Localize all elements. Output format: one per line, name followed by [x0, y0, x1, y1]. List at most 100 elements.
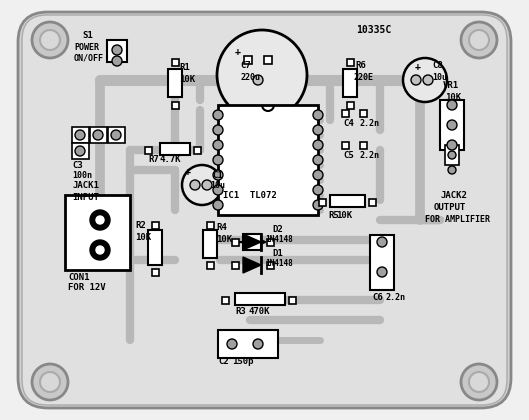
Bar — [194, 147, 200, 153]
Text: ON/OFF: ON/OFF — [74, 53, 104, 63]
Bar — [346, 102, 353, 108]
Text: 2.2n: 2.2n — [385, 292, 405, 302]
Text: 100n: 100n — [72, 171, 92, 179]
Text: +: + — [185, 167, 191, 177]
Circle shape — [202, 180, 212, 190]
Bar — [342, 142, 349, 149]
Circle shape — [190, 180, 200, 190]
Text: 10u: 10u — [432, 73, 447, 81]
Text: R7: R7 — [148, 155, 159, 165]
Bar — [218, 330, 278, 358]
Bar — [318, 199, 325, 205]
Circle shape — [313, 170, 323, 180]
Circle shape — [75, 146, 85, 156]
Text: 1N4148: 1N4148 — [265, 258, 293, 268]
Text: R5: R5 — [328, 210, 339, 220]
Circle shape — [213, 155, 223, 165]
Bar — [65, 195, 130, 270]
Bar — [370, 235, 394, 290]
Bar — [171, 58, 178, 66]
Text: R1: R1 — [179, 63, 190, 73]
Bar — [232, 262, 239, 268]
Text: +: + — [235, 47, 241, 57]
Circle shape — [96, 246, 104, 254]
Polygon shape — [243, 234, 261, 250]
Text: D1: D1 — [272, 249, 282, 257]
Circle shape — [90, 240, 110, 260]
Bar — [369, 199, 376, 205]
Bar — [108, 127, 125, 143]
Text: 10K: 10K — [445, 92, 461, 102]
Text: C7: C7 — [240, 60, 251, 69]
Bar — [342, 110, 349, 116]
Text: 1N4148: 1N4148 — [265, 236, 293, 244]
Text: FOR AMPLIFIER: FOR AMPLIFIER — [425, 215, 490, 223]
Text: C8: C8 — [432, 60, 443, 69]
Circle shape — [213, 185, 223, 195]
Circle shape — [313, 110, 323, 120]
Circle shape — [448, 151, 456, 159]
Circle shape — [313, 200, 323, 210]
Circle shape — [377, 237, 387, 247]
Bar — [160, 143, 190, 155]
Text: IC1  TL072: IC1 TL072 — [223, 191, 277, 200]
Bar — [244, 56, 252, 64]
Text: 10K: 10K — [216, 236, 232, 244]
Circle shape — [313, 185, 323, 195]
Bar — [203, 230, 217, 258]
Bar — [72, 127, 89, 143]
Circle shape — [40, 372, 60, 392]
Bar — [264, 56, 272, 64]
Text: C2: C2 — [218, 357, 229, 367]
Circle shape — [227, 339, 237, 349]
Circle shape — [469, 30, 489, 50]
Bar — [90, 127, 107, 143]
Text: INPUT: INPUT — [72, 192, 99, 202]
Text: 220E: 220E — [353, 74, 373, 82]
Bar — [343, 69, 357, 97]
Text: 470K: 470K — [248, 307, 269, 317]
Circle shape — [213, 110, 223, 120]
Circle shape — [448, 166, 456, 174]
Circle shape — [447, 120, 457, 130]
Text: C6: C6 — [372, 292, 383, 302]
Text: R3: R3 — [235, 307, 246, 317]
Bar — [330, 195, 365, 207]
Text: 10K: 10K — [135, 233, 151, 241]
Bar — [288, 297, 296, 304]
FancyBboxPatch shape — [22, 15, 507, 405]
Circle shape — [253, 339, 263, 349]
Circle shape — [111, 130, 121, 140]
Text: JACK2: JACK2 — [440, 191, 467, 200]
Circle shape — [461, 364, 497, 400]
Bar — [151, 221, 159, 228]
Text: C5: C5 — [343, 150, 354, 160]
Circle shape — [313, 140, 323, 150]
FancyBboxPatch shape — [18, 12, 511, 408]
Bar — [144, 147, 151, 153]
Bar — [267, 262, 273, 268]
Circle shape — [313, 125, 323, 135]
Bar — [72, 143, 89, 159]
Text: 2.2n: 2.2n — [359, 118, 379, 128]
Circle shape — [217, 30, 307, 120]
Bar — [445, 145, 459, 165]
Text: VR1: VR1 — [443, 81, 459, 89]
Text: 10u: 10u — [210, 181, 225, 189]
Text: R6: R6 — [355, 60, 366, 69]
Text: OUTPUT: OUTPUT — [434, 202, 466, 212]
Circle shape — [447, 140, 457, 150]
Circle shape — [411, 75, 421, 85]
Circle shape — [403, 58, 447, 102]
Circle shape — [253, 75, 263, 85]
Text: POWER: POWER — [74, 42, 99, 52]
Circle shape — [32, 364, 68, 400]
Circle shape — [40, 30, 60, 50]
Text: 220u: 220u — [240, 73, 260, 81]
Circle shape — [461, 22, 497, 58]
Bar — [232, 239, 239, 246]
Bar — [243, 234, 261, 250]
Circle shape — [93, 130, 103, 140]
Text: D2: D2 — [272, 226, 282, 234]
Circle shape — [423, 75, 433, 85]
